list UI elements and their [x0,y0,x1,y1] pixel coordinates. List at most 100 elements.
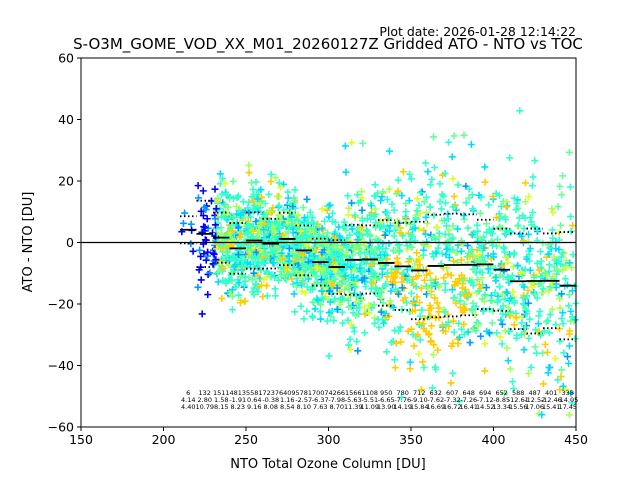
scatter-point [403,299,411,307]
bin-mean-label: -1.91 [229,396,246,404]
scatter-point [352,312,360,320]
scatter-point [237,299,245,307]
scatter-point [210,250,218,258]
scatter-point [263,254,271,262]
scatter-point [448,286,456,294]
scatter-point [416,189,424,197]
scatter-point [388,200,396,208]
bin-std-label: 8.15 [214,403,228,411]
scatter-point [557,253,565,261]
scatter-point [513,331,521,339]
scatter-point [232,202,240,210]
bin-count-label: 607 [446,389,458,397]
scatter-point [468,306,476,314]
scatter-point [433,299,441,307]
scatter-point [228,276,236,284]
x-tick-label: 350 [399,432,423,447]
scatter-point [199,212,207,220]
scatter-point [310,252,318,260]
scatter-point [561,275,569,283]
scatter-point [275,202,283,210]
bin-count-label: 648 [463,389,475,397]
bin-count-label: 5781 [295,389,312,397]
scatter-point [248,276,256,284]
scatter-point [365,309,373,317]
scatter-point [455,319,463,327]
scatter-point [318,287,326,295]
scatter-point [328,217,336,225]
scatter-point [558,315,566,323]
scatter-point [478,253,486,261]
scatter-point [332,244,340,252]
scatter-point [284,194,292,202]
scatter-point [407,175,415,183]
scatter-point [523,255,531,263]
scatter-point [377,308,385,316]
scatter-point [543,348,551,356]
scatter-point [460,330,468,338]
scatter-point [229,269,237,277]
scatter-point [221,242,229,250]
scatter-point [435,229,443,237]
scatter-point [486,269,494,277]
scatter-point [377,197,385,205]
scatter-point [233,194,241,202]
scatter-point [277,216,285,224]
scatter-point [329,282,337,290]
scatter-point [490,253,498,261]
scatter-point [334,305,342,313]
scatter-point [234,192,242,200]
scatter-point [377,223,385,231]
scatter-point [280,272,288,280]
scatter-point [521,179,529,187]
bin-mean-label: 0.64 [247,396,261,404]
scatter-point [331,234,339,242]
bin-count-label: 5581 [246,389,263,397]
bin-mean-label: -12.61 [508,396,529,404]
scatter-point [338,308,346,316]
scatter-point [218,190,226,198]
bin-count-label: 712 [413,389,425,397]
scatter-point [523,292,531,300]
scatter-point [382,245,390,253]
scatter-point [390,232,398,240]
scatter-point [257,266,265,274]
scatter-point [498,262,506,270]
scatter-point [506,154,514,162]
bin-std-label: 4.40 [181,403,195,411]
scatter-point [263,292,271,300]
scatter-point [245,198,253,206]
bin-count-label: 338 [562,389,574,397]
scatter-point [336,232,344,240]
scatter-point [558,366,566,374]
scatter-point [448,342,456,350]
scatter-point [510,385,518,393]
scatter-point [546,311,554,319]
scatter-point [251,254,259,262]
scatter-point [304,237,312,245]
scatter-point [473,276,481,284]
scatter-point [537,331,545,339]
bin-std-label: 17.45 [558,403,577,411]
scatter-point [248,179,256,187]
scatter-point [344,316,352,324]
scatter-point [415,350,423,358]
scatter-point [467,278,475,286]
scatter-point [525,334,533,342]
scatter-point [294,211,302,219]
scatter-point [430,351,438,359]
scatter-point [424,284,432,292]
scatter-point [298,277,306,285]
y-axis-label: ATO - NTO [DU] [21,192,36,293]
scatter-point [353,292,361,300]
scatter-point [475,281,483,289]
scatter-point [383,209,391,217]
scatter-point [270,274,278,282]
scatter-point [528,182,536,190]
scatter-point [350,328,358,336]
scatter-point [327,238,335,246]
scatter-point [449,175,457,183]
scatter-point [422,193,430,201]
scatter-point [361,242,369,250]
scatter-point [222,214,230,222]
